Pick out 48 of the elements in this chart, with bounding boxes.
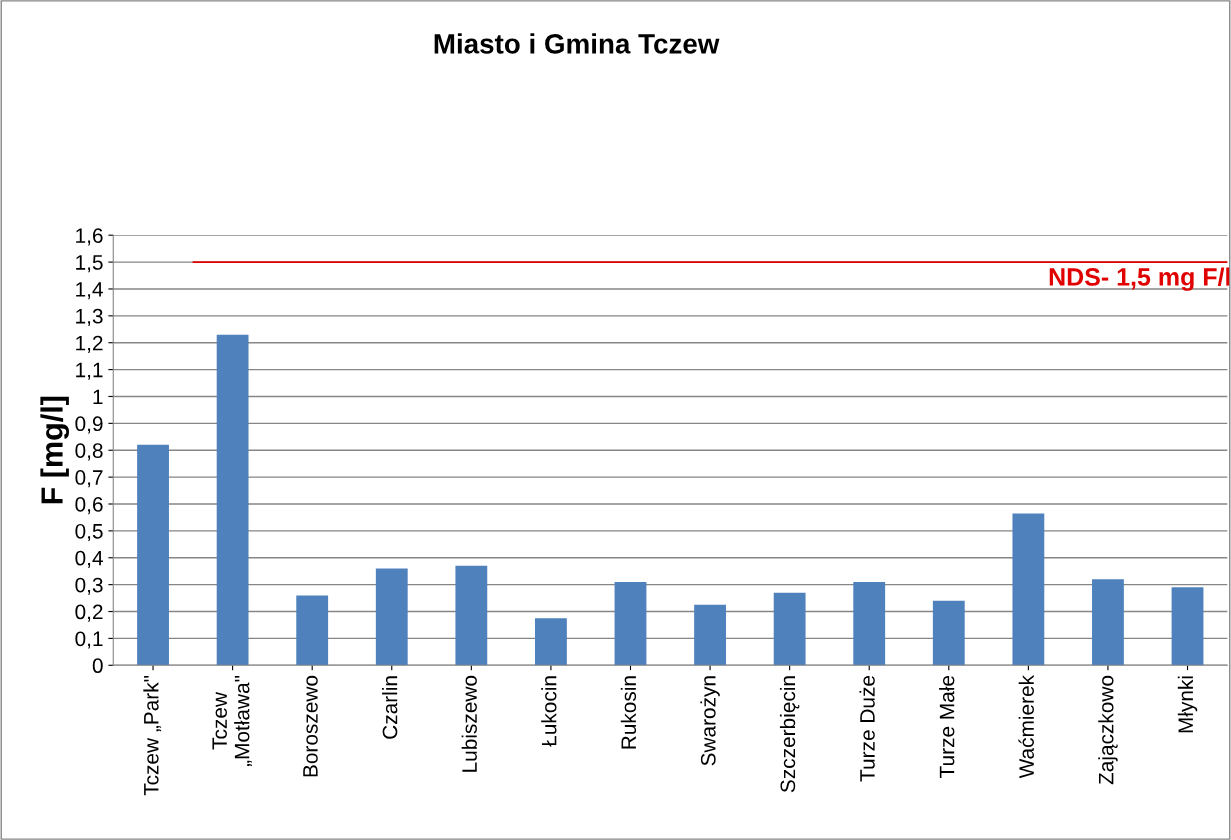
y-tick-label: 1 [93,389,103,405]
bar [375,568,408,666]
x-tick-label: Tczew „Park" [143,675,162,796]
x-tick-label: Boroszewo [303,675,318,777]
y-axis-title: F [mg/l] [40,396,70,504]
x-tick-label: Turze Małe [939,675,955,778]
y-tick-label: 1,1 [76,362,103,380]
bar [535,618,567,666]
y-tick-label: 0,8 [75,443,103,461]
bar [1171,587,1204,666]
bar [296,595,329,666]
bar [932,600,965,666]
x-tick-label: Tczew „Motława" [212,675,252,767]
y-tick-label: 0,6 [75,497,103,515]
y-tick-label: 0,5 [75,523,103,542]
y-tick-label: 0,7 [75,470,103,488]
x-tick-label: Łukocin [541,676,557,747]
x-tick-label: Czarlin [382,676,398,739]
x-tick-label: Rukosin [620,676,637,749]
y-tick-label: 1,5 [76,255,103,273]
y-tick-label: 0,1 [75,631,103,649]
x-tick-label: Zajączkowo [1098,675,1118,785]
bar [853,581,886,666]
y-tick-label: 0,9 [75,416,103,434]
x-tick-label: Swarożyn [700,676,720,766]
y-tick-label: 1,3 [76,308,103,327]
y-tick-label: 0,2 [75,604,103,622]
y-tick-label: 1,6 [76,228,103,246]
y-tick-label: 0 [92,658,103,674]
x-tick-label: Waćmierek [1018,674,1034,779]
x-tick-label: Turze Duże [859,675,875,782]
y-tick-label: 1,4 [76,282,103,300]
x-tick-label: Lubiszewo [461,675,477,772]
bar [614,581,647,666]
bar [773,592,806,666]
x-tick-label: Młynki [1177,676,1198,733]
ref-line-label: NDS- 1,5 mg F/l [1049,267,1230,291]
bar [216,334,249,666]
bar [1012,513,1045,666]
y-tick-label: 1,2 [76,335,103,353]
bar [694,604,726,666]
bar [1092,579,1124,666]
chart-title: Miasto i Gmina Tczew [434,33,720,54]
y-tick-label: 0,4 [75,550,103,568]
bar [455,565,488,666]
x-tick-label: Szczerbięcin [779,676,800,793]
y-tick-label: 0,3 [75,577,103,595]
bar [137,444,169,666]
